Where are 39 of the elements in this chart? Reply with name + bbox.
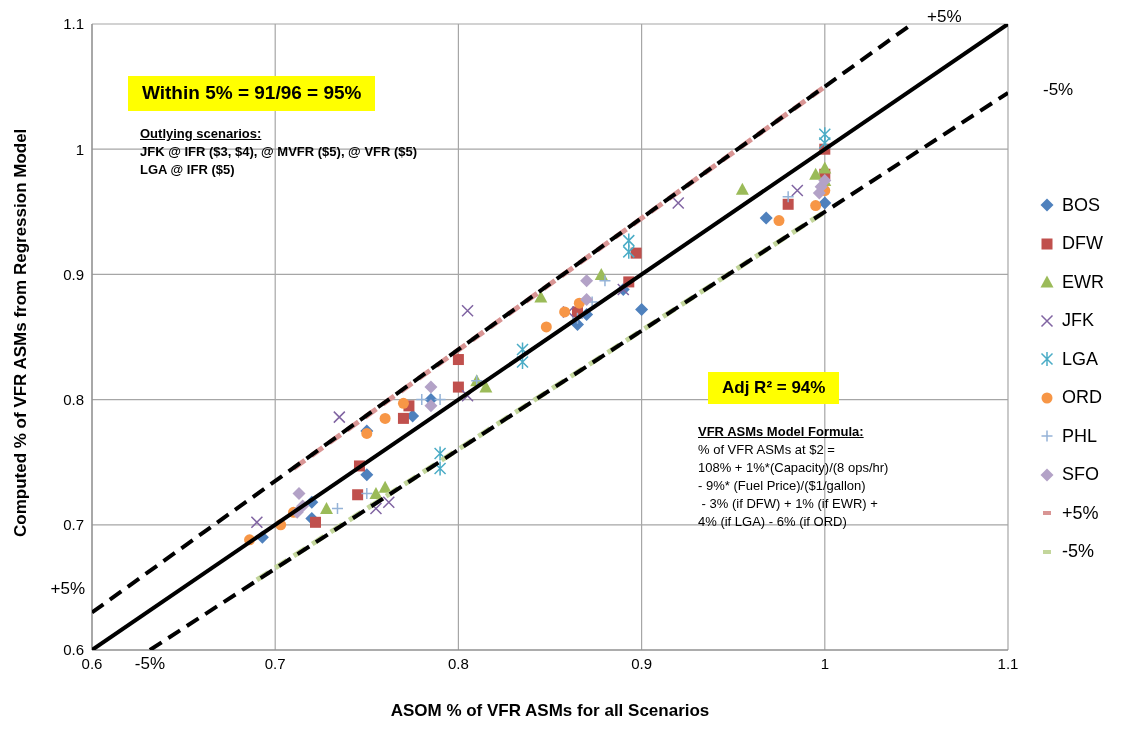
legend-label: DFW — [1062, 233, 1103, 255]
y-tick-label: 1.1 — [63, 15, 84, 33]
annotation: Outlying scenarios: — [140, 126, 262, 142]
legend-label: LGA — [1062, 348, 1099, 370]
annotation: - 9%* (Fuel Price)/($1/gallon) — [698, 478, 866, 494]
annotation: Adj R² = 94% — [708, 372, 840, 405]
y-tick-label: 0.7 — [63, 516, 84, 534]
x-tick-label: 1.1 — [997, 654, 1019, 672]
x-tick-label: 0.7 — [264, 654, 286, 672]
legend-label: BOS — [1062, 194, 1101, 216]
annotation: 108% + 1%*(Capacity)/(8 ops/hr) — [698, 460, 889, 476]
annotation: 4% (if LGA) - 6% (if ORD) — [698, 514, 847, 530]
x-tick-label: 0.6 — [81, 654, 103, 672]
legend-label: EWR — [1062, 271, 1104, 293]
y-tick-label: 0.6 — [63, 641, 84, 659]
annotation: VFR ASMs Model Formula: — [698, 424, 864, 440]
x-tick-label: 0.9 — [631, 654, 653, 672]
x-tick-label: 0.8 — [447, 654, 469, 672]
annotation: -5% — [1043, 79, 1074, 99]
legend-label: +5% — [1062, 502, 1099, 524]
legend-label: -5% — [1062, 541, 1095, 563]
annotation: LGA @ IFR ($5) — [140, 162, 235, 178]
legend-label: ORD — [1062, 387, 1102, 409]
annotation: +5% — [927, 7, 962, 27]
annotation: - 3% (if DFW) + 1% (if EWR) + — [700, 496, 878, 512]
y-axis-title: Computed % of VFR ASMs from Regression Model — [11, 128, 31, 537]
x-tick-label: 1 — [820, 654, 829, 672]
legend-label: JFK — [1062, 310, 1095, 332]
legend-label: SFO — [1062, 464, 1100, 486]
y-tick-label: 0.9 — [63, 265, 84, 283]
annotation: JFK @ IFR ($3, $4), @ MVFR ($5), @ VFR ($5) — [140, 144, 418, 160]
y-tick-label: 1 — [75, 140, 84, 158]
x-axis-title: ASOM % of VFR ASMs for all Scenarios — [390, 701, 710, 720]
annotation: +5% — [50, 579, 85, 599]
y-tick-label: 0.8 — [63, 390, 84, 408]
annotation: -5% — [134, 654, 166, 674]
annotation: Within 5% = 91/96 = 95% — [128, 76, 376, 111]
legend-label: PHL — [1062, 425, 1098, 447]
annotation: % of VFR ASMs at $2 = — [698, 442, 835, 458]
